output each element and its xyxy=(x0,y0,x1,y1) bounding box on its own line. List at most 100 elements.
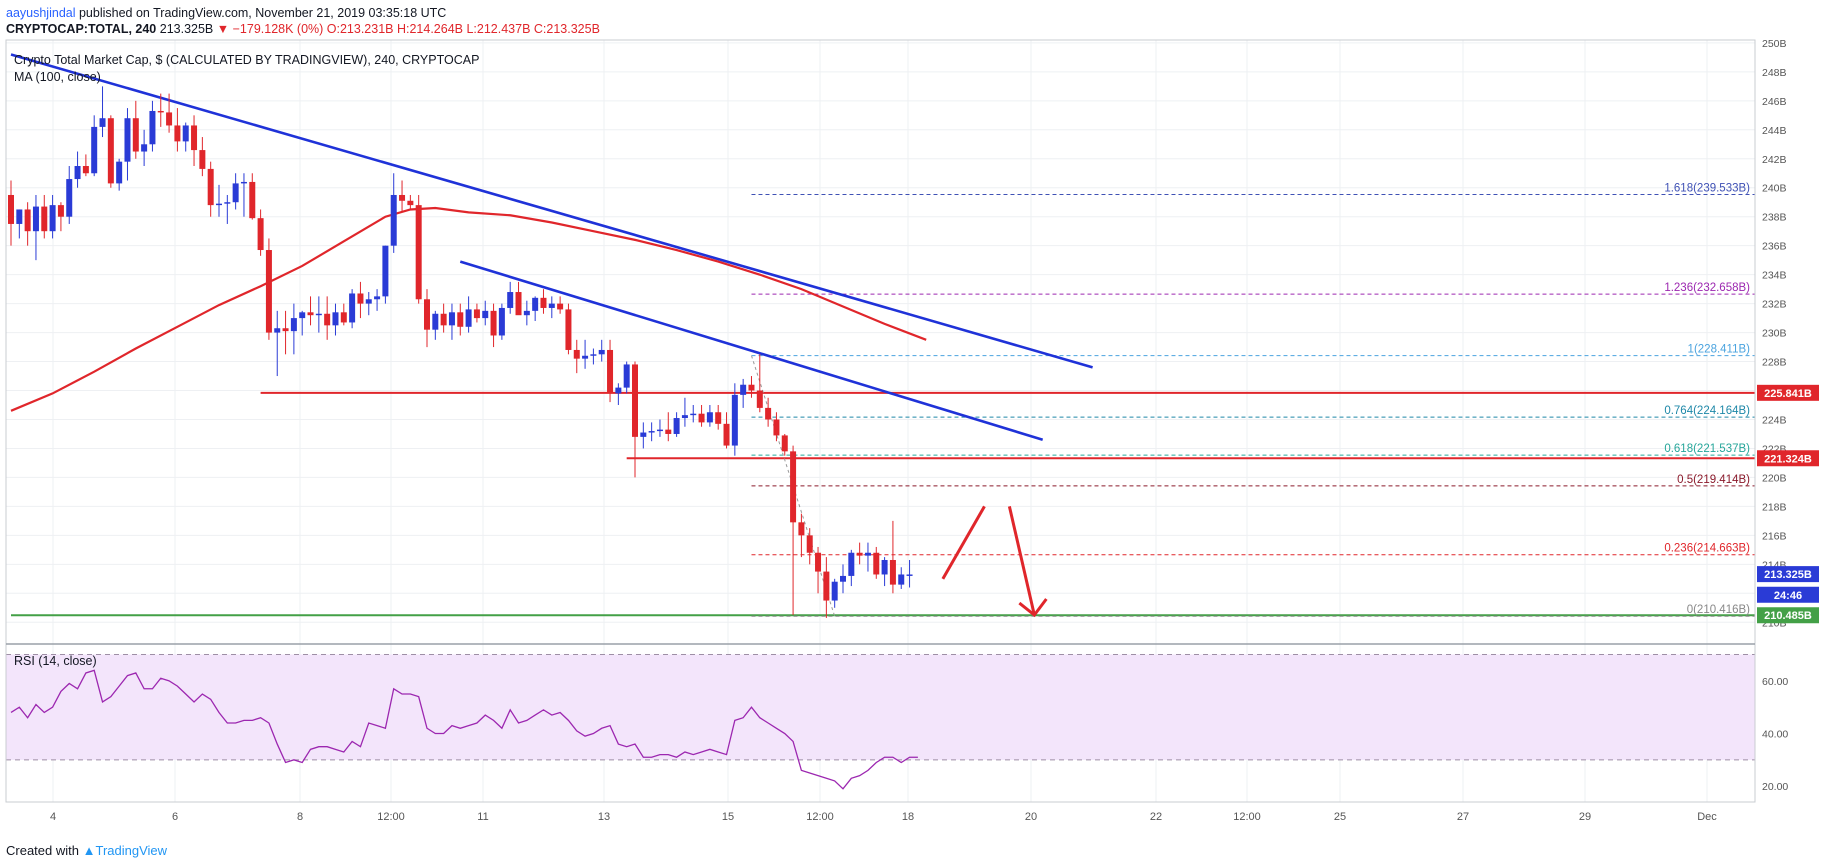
fib-level-label: 0.618(221.537B) xyxy=(1664,443,1750,455)
candle-body xyxy=(349,293,356,323)
candle-body xyxy=(57,205,64,217)
candle-body xyxy=(582,355,589,359)
fibonacci-retracement: 1.618(239.533B) 1.236(232.658B) 1(228.411B… xyxy=(751,183,1755,617)
candle-body xyxy=(473,309,480,319)
candle-body xyxy=(24,209,31,232)
candle-body xyxy=(790,451,797,523)
candles xyxy=(8,86,913,618)
candle-body xyxy=(781,435,788,452)
y-tick-label: 248B xyxy=(1762,67,1787,79)
candle-body xyxy=(656,429,663,432)
x-tick-label: 8 xyxy=(297,811,303,823)
candle-body xyxy=(831,581,838,601)
candle-body xyxy=(457,312,464,327)
candle-body xyxy=(648,431,655,433)
price-label-text: 225.841B xyxy=(1764,388,1812,400)
candle-body xyxy=(823,571,830,601)
price-label-box xyxy=(1757,384,1819,401)
candle-body xyxy=(107,118,114,184)
y-tick-label: 234B xyxy=(1762,270,1787,282)
candle-body xyxy=(748,384,755,391)
fib-level-label: 0(210.416B) xyxy=(1687,604,1750,616)
candle-body xyxy=(590,354,597,356)
candle-body xyxy=(41,206,48,232)
price-label-box xyxy=(1757,566,1819,583)
candle-body xyxy=(390,194,397,246)
x-tick-label: 4 xyxy=(50,811,56,823)
candle-body xyxy=(607,349,614,394)
y-tick-label: 218B xyxy=(1762,501,1787,513)
price-label-text: 221.324B xyxy=(1764,453,1812,465)
fib-level-label: 1.618(239.533B) xyxy=(1664,183,1750,195)
rsi-legend: RSI (14, close) xyxy=(14,654,97,668)
candle-body xyxy=(374,296,381,300)
candle-body xyxy=(74,166,81,180)
publish-info: published on TradingView.com, November 2… xyxy=(78,6,447,20)
candle-body xyxy=(8,194,14,224)
candle-body xyxy=(357,293,364,304)
candle-body xyxy=(765,407,772,420)
moving-average xyxy=(10,206,927,412)
candle-body xyxy=(324,313,331,326)
candle-body xyxy=(482,310,489,319)
candle-body xyxy=(848,552,855,576)
candle-body xyxy=(615,387,622,394)
candle-body xyxy=(690,413,697,416)
x-tick-label: 12:00 xyxy=(806,811,834,823)
publish-header: aayushjindal published on TradingView.co… xyxy=(6,6,446,20)
x-tick-label: 13 xyxy=(598,811,610,823)
rsi-band xyxy=(6,654,1755,760)
candle-body xyxy=(731,394,738,446)
candle-body xyxy=(365,299,372,304)
author-link[interactable]: aayushjindal xyxy=(6,6,76,20)
candle-body xyxy=(715,412,722,424)
y-tick-label: 228B xyxy=(1762,357,1787,369)
candle-body xyxy=(207,168,214,206)
candle-body xyxy=(265,250,272,333)
price-label-box xyxy=(1757,586,1819,603)
candle-body xyxy=(132,118,139,152)
candle-body xyxy=(282,328,289,332)
x-tick-label: 18 xyxy=(902,811,914,823)
candle-body xyxy=(906,574,913,576)
candle-body xyxy=(16,209,23,224)
last-price: 213.325B xyxy=(159,22,214,36)
x-tick-label: 20 xyxy=(1025,811,1037,823)
candle-body xyxy=(224,202,231,204)
candle-body xyxy=(889,559,896,585)
candle-body xyxy=(873,552,880,575)
candle-body xyxy=(557,303,564,310)
projection-arrows xyxy=(941,505,1048,618)
candle-body xyxy=(723,423,730,446)
y-tick-label: 246B xyxy=(1762,96,1787,108)
candle-body xyxy=(448,312,455,326)
tradingview-logo[interactable]: ▲TradingView xyxy=(82,843,168,858)
candle-body xyxy=(806,535,813,553)
candle-body xyxy=(307,312,314,316)
candle-body xyxy=(565,309,572,350)
candle-body xyxy=(665,429,672,434)
candle-body xyxy=(440,313,447,326)
candle-body xyxy=(424,299,430,330)
candle-body xyxy=(240,181,247,184)
fib-trend-line xyxy=(751,355,836,617)
candle-body xyxy=(249,181,256,219)
rsi-tick-label: 40.00 xyxy=(1762,729,1788,741)
candle-body xyxy=(199,150,206,169)
candle-body xyxy=(498,307,505,336)
y-tick-label: 242B xyxy=(1762,154,1787,166)
x-tick-label: 27 xyxy=(1457,811,1469,823)
y-tick-label: 230B xyxy=(1762,328,1787,340)
x-tick-label: 6 xyxy=(172,811,178,823)
trendline-major xyxy=(10,53,1093,369)
rsi-line xyxy=(10,669,918,790)
candle-body xyxy=(415,205,422,300)
candle-body xyxy=(340,312,347,323)
trendlines xyxy=(10,53,1093,442)
candle-body xyxy=(840,575,846,582)
candle-body xyxy=(407,200,414,206)
candle-body xyxy=(864,552,871,556)
chart-title: Crypto Total Market Cap, $ (CALCULATED B… xyxy=(14,53,479,67)
symbol-name[interactable]: CRYPTOCAP:TOTAL, 240 xyxy=(6,22,157,36)
candle-body xyxy=(182,125,189,142)
